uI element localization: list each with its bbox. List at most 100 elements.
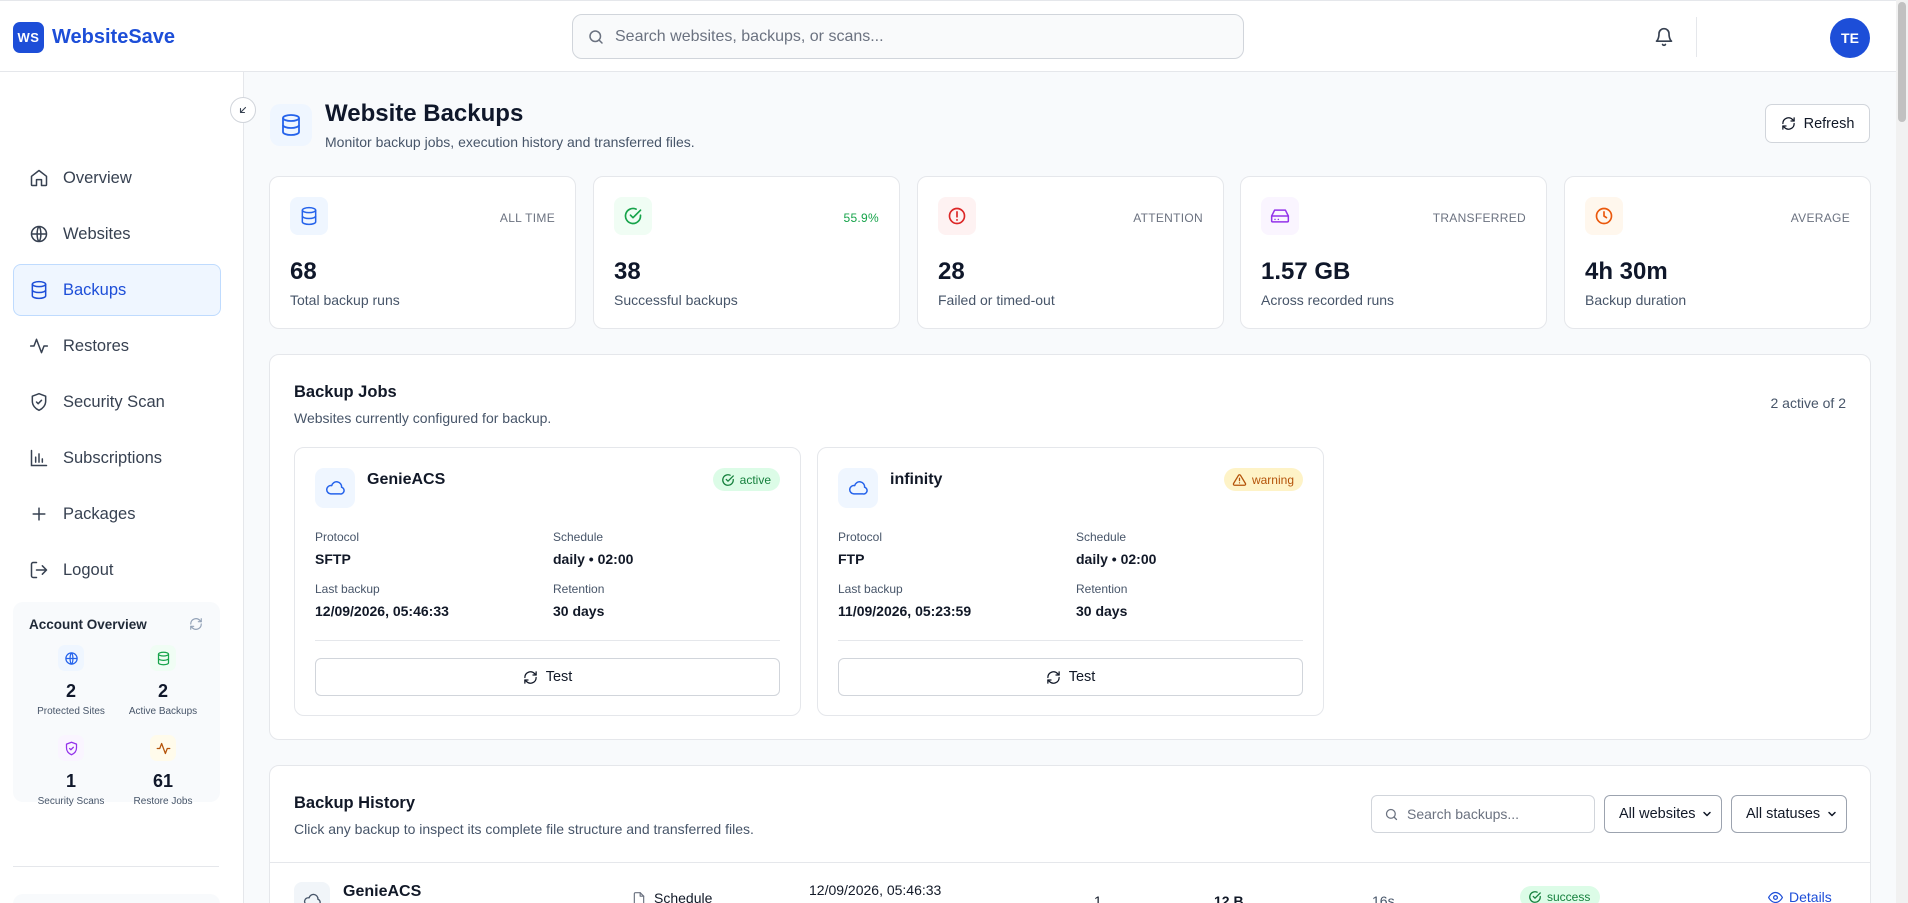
- refresh-icon: [1046, 670, 1061, 685]
- chevron-down-icon: [1701, 808, 1713, 820]
- plus-icon: [29, 504, 49, 524]
- status-filter-value: All statuses: [1746, 806, 1821, 822]
- account-stat-value: 61: [152, 771, 174, 791]
- collapse-sidebar-button[interactable]: [230, 97, 256, 123]
- backup-jobs-panel: Backup Jobs Websites currently configure…: [269, 354, 1871, 740]
- row-size: 12 B: [1214, 893, 1244, 903]
- globe-icon: [29, 224, 49, 244]
- retention-value: 30 days: [553, 603, 605, 619]
- sidebar-item-label: Backups: [63, 280, 127, 299]
- sidebar-item-label: Packages: [63, 504, 136, 523]
- backup-history-subtitle: Click any backup to inspect its complete…: [294, 821, 754, 837]
- stat-card-duration: AVERAGE 4h 30m Backup duration: [1564, 176, 1871, 329]
- clock-icon: [1585, 197, 1623, 235]
- cloud-icon: [838, 468, 878, 508]
- stat-tag: 55.9%: [843, 211, 879, 225]
- sidebar-item-label: Overview: [63, 168, 132, 187]
- backup-job-card[interactable]: infinity warning Protocol FTP Schedule d…: [817, 447, 1324, 716]
- test-button[interactable]: Test: [315, 658, 780, 696]
- shield-icon: [58, 735, 84, 761]
- details-link[interactable]: Details: [1768, 889, 1832, 903]
- brand[interactable]: WS WebsiteSave: [13, 22, 175, 53]
- global-search[interactable]: [572, 14, 1244, 59]
- stat-card-transferred: TRANSFERRED 1.57 GB Across recorded runs: [1240, 176, 1547, 329]
- sidebar-item-label: Subscriptions: [63, 448, 163, 467]
- check-circle-icon: [1528, 890, 1542, 903]
- sidebar-item-logout[interactable]: Logout: [13, 544, 221, 596]
- last-backup-label: Last backup: [315, 582, 380, 596]
- account-overview-card: Account Overview 2 Protected Sites 2 Act…: [13, 602, 220, 807]
- stat-value: 38: [614, 258, 641, 285]
- status-badge: active: [712, 468, 780, 491]
- row-files: 1: [1094, 893, 1102, 903]
- user-avatar[interactable]: TE: [1830, 18, 1870, 58]
- status-filter-select[interactable]: All statuses: [1731, 795, 1847, 833]
- backup-search-input[interactable]: [1407, 806, 1577, 822]
- retention-value: 30 days: [1076, 603, 1128, 619]
- account-stat-label: Active Backups: [128, 706, 198, 717]
- test-label: Test: [1068, 669, 1096, 685]
- stat-value: 1.57 GB: [1261, 258, 1351, 285]
- database-icon: [270, 104, 312, 146]
- globe-icon: [58, 645, 84, 671]
- activity-icon: [150, 735, 176, 761]
- schedule-value: daily • 02:00: [1076, 551, 1157, 567]
- sidebar: Overview Websites Backups Restores Secur…: [0, 72, 244, 903]
- search-input[interactable]: [615, 27, 1243, 46]
- backup-job-card[interactable]: GenieACS active Protocol SFTP Schedule d…: [294, 447, 801, 716]
- eye-icon: [1768, 890, 1783, 903]
- website-filter-select[interactable]: All websites: [1604, 795, 1722, 833]
- sidebar-item-label: Websites: [63, 224, 131, 243]
- test-button[interactable]: Test: [838, 658, 1303, 696]
- status-badge-label: success: [1547, 890, 1591, 903]
- protocol-label: Protocol: [315, 530, 360, 544]
- sidebar-item-packages[interactable]: Packages: [13, 488, 221, 540]
- database-icon: [29, 280, 49, 300]
- job-divider: [315, 640, 780, 641]
- backup-search[interactable]: [1371, 795, 1595, 833]
- sidebar-bottom-card: [13, 894, 220, 903]
- sidebar-item-websites[interactable]: Websites: [13, 208, 221, 260]
- backup-jobs-count: 2 active of 2: [1770, 395, 1847, 411]
- sidebar-item-backups[interactable]: Backups: [13, 264, 221, 316]
- sidebar-item-restores[interactable]: Restores: [13, 320, 221, 372]
- schedule-label: Schedule: [553, 530, 604, 544]
- stat-card-total-runs: ALL TIME 68 Total backup runs: [269, 176, 576, 329]
- cloud-icon: [315, 468, 355, 508]
- search-icon: [1384, 807, 1399, 822]
- header-divider: [1696, 17, 1697, 57]
- scrollbar-thumb[interactable]: [1898, 2, 1906, 122]
- account-stat-label: Protected Sites: [37, 706, 105, 717]
- stat-label: Failed or timed-out: [938, 292, 1055, 308]
- stat-tag: AVERAGE: [1790, 211, 1850, 225]
- account-stat-label: Security Scans: [37, 796, 105, 807]
- job-divider: [838, 640, 1303, 641]
- job-name: infinity: [890, 471, 943, 488]
- search-icon: [587, 28, 605, 46]
- top-bar: WS WebsiteSave TE: [0, 0, 1908, 72]
- sidebar-item-overview[interactable]: Overview: [13, 152, 221, 204]
- test-label: Test: [545, 669, 573, 685]
- refresh-button[interactable]: Refresh: [1765, 104, 1870, 143]
- page-title: Website Backups: [325, 100, 524, 127]
- account-stat-restore-jobs: 61 Restore Jobs: [117, 735, 209, 807]
- logout-icon: [29, 560, 49, 580]
- page-scrollbar[interactable]: [1896, 0, 1908, 903]
- check-circle-icon: [721, 473, 735, 487]
- stat-label: Backup duration: [1585, 292, 1687, 308]
- account-stat-value: 2: [157, 681, 168, 701]
- row-date: 12/09/2026, 05:46:33: [809, 882, 942, 898]
- notifications-bell-icon[interactable]: [1654, 26, 1674, 48]
- sidebar-item-security-scan[interactable]: Security Scan: [13, 376, 221, 428]
- refresh-icon: [1781, 116, 1796, 131]
- last-backup-value: 12/09/2026, 05:46:33: [315, 603, 449, 619]
- stat-tag: ALL TIME: [499, 211, 555, 225]
- stat-value: 28: [938, 258, 965, 285]
- refresh-icon[interactable]: [189, 617, 203, 631]
- status-badge: success: [1520, 886, 1601, 903]
- account-stat-security-scans: 1 Security Scans: [25, 735, 117, 807]
- protocol-value: SFTP: [315, 551, 351, 567]
- sidebar-item-subscriptions[interactable]: Subscriptions: [13, 432, 221, 484]
- hard-drive-icon: [1261, 197, 1299, 235]
- brand-logo: WS: [13, 22, 44, 53]
